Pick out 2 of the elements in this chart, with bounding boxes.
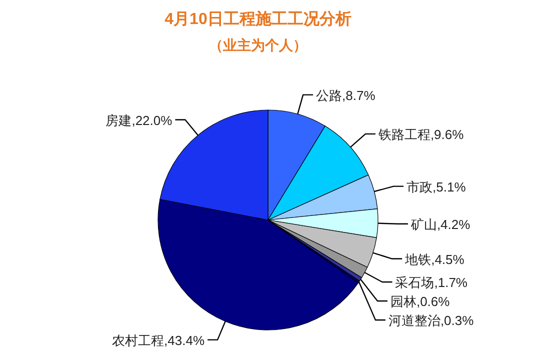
chart-title: 4月10日工程施工工况分析 — [164, 10, 352, 28]
chart-subtitle: （业主为个人） — [209, 37, 307, 53]
